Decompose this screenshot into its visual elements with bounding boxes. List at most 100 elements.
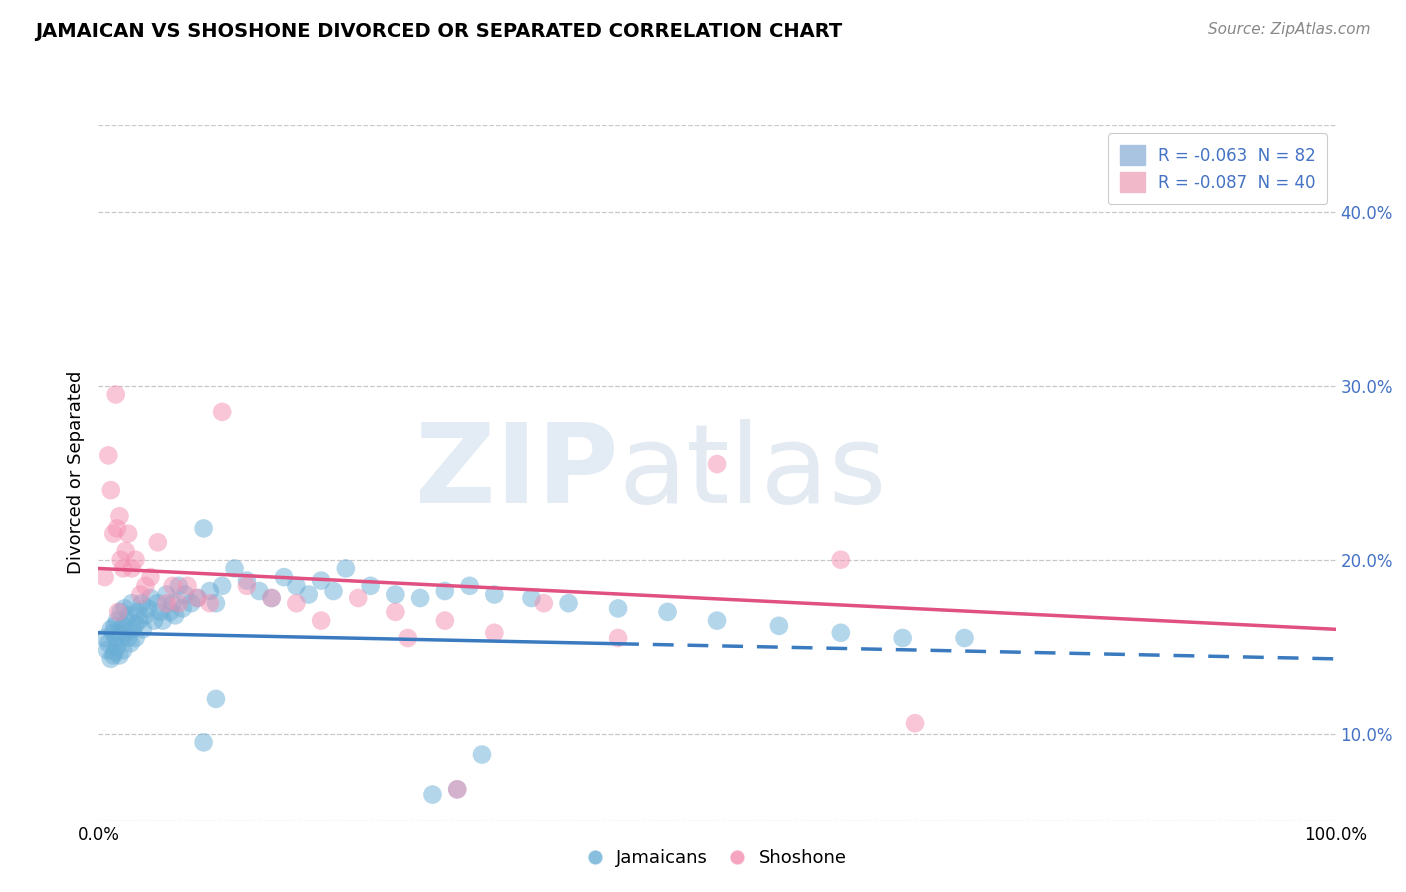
Point [134, 608, 156, 623]
Point [891, 631, 914, 645]
Point [112, 619, 135, 633]
Point [131, 596, 153, 610]
Point [484, 588, 506, 602]
Point [309, 574, 332, 588]
Point [108, 648, 131, 663]
Point [121, 561, 143, 575]
Y-axis label: Divorced or Separated: Divorced or Separated [66, 371, 84, 574]
Point [129, 588, 152, 602]
Point [768, 619, 790, 633]
Point [236, 574, 259, 588]
Point [347, 591, 370, 605]
Point [117, 526, 139, 541]
Point [143, 614, 166, 628]
Point [128, 614, 150, 628]
Point [285, 579, 308, 593]
Point [484, 625, 506, 640]
Point [97, 448, 120, 462]
Point [446, 782, 468, 797]
Point [114, 544, 136, 558]
Point [105, 640, 128, 654]
Point [236, 579, 259, 593]
Point [112, 561, 135, 575]
Point [110, 605, 132, 619]
Point [136, 601, 159, 615]
Point [198, 596, 221, 610]
Point [108, 509, 131, 524]
Text: ZIP: ZIP [415, 419, 619, 526]
Point [120, 636, 142, 650]
Point [103, 645, 125, 659]
Point [103, 619, 125, 633]
Point [93, 631, 115, 645]
Point [96, 643, 118, 657]
Point [110, 552, 132, 567]
Point [433, 614, 456, 628]
Point [121, 596, 143, 610]
Point [433, 584, 456, 599]
Point [298, 588, 321, 602]
Point [904, 716, 927, 731]
Point [830, 552, 852, 567]
Point [607, 601, 630, 615]
Point [103, 526, 125, 541]
Point [211, 405, 233, 419]
Point [162, 596, 184, 610]
Point [193, 735, 215, 749]
Point [104, 631, 127, 645]
Point [155, 596, 177, 610]
Point [139, 570, 162, 584]
Point [132, 623, 155, 637]
Point [149, 605, 172, 619]
Point [97, 636, 120, 650]
Point [409, 591, 432, 605]
Point [146, 535, 169, 549]
Point [520, 591, 543, 605]
Point [557, 596, 579, 610]
Point [172, 601, 194, 615]
Point [174, 588, 197, 602]
Point [186, 591, 208, 605]
Text: Source: ZipAtlas.com: Source: ZipAtlas.com [1208, 22, 1371, 37]
Text: JAMAICAN VS SHOSHONE DIVORCED OR SEPARATED CORRELATION CHART: JAMAICAN VS SHOSHONE DIVORCED OR SEPARAT… [35, 22, 842, 41]
Point [152, 614, 174, 628]
Point [100, 652, 122, 666]
Point [384, 588, 406, 602]
Point [114, 625, 136, 640]
Point [446, 782, 468, 797]
Point [471, 747, 494, 762]
Text: atlas: atlas [619, 419, 887, 526]
Point [100, 483, 122, 498]
Point [607, 631, 630, 645]
Point [107, 605, 129, 619]
Point [247, 584, 270, 599]
Point [139, 591, 162, 605]
Point [127, 605, 149, 619]
Point [180, 596, 202, 610]
Point [176, 579, 198, 593]
Point [422, 788, 444, 802]
Point [111, 631, 134, 645]
Legend: Jamaicans, Shoshone: Jamaicans, Shoshone [581, 842, 853, 874]
Point [360, 579, 382, 593]
Point [104, 387, 127, 401]
Point [155, 588, 177, 602]
Point [117, 631, 139, 645]
Point [260, 591, 283, 605]
Point [657, 605, 679, 619]
Point [198, 584, 221, 599]
Point [103, 625, 125, 640]
Point [146, 596, 169, 610]
Point [335, 561, 357, 575]
Point [396, 631, 419, 645]
Point [706, 614, 728, 628]
Point [830, 625, 852, 640]
Point [93, 570, 115, 584]
Point [100, 623, 122, 637]
Point [112, 601, 135, 615]
Point [118, 608, 141, 623]
Point [167, 579, 190, 593]
Point [115, 614, 138, 628]
Point [458, 579, 481, 593]
Point [186, 591, 208, 605]
